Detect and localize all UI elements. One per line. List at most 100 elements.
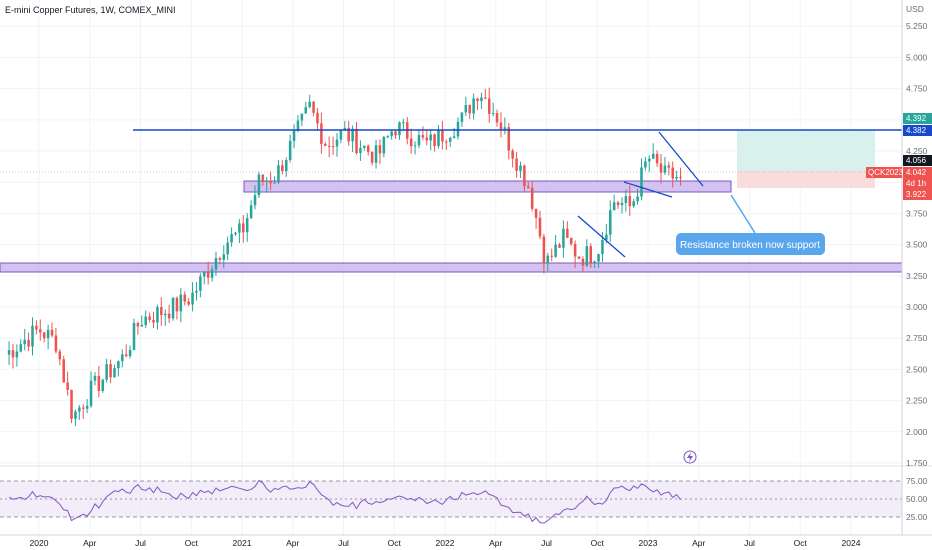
trendline-2022[interactable] bbox=[577, 215, 626, 258]
candle-body bbox=[226, 242, 229, 255]
candle-body bbox=[523, 165, 526, 187]
candle-body bbox=[234, 232, 237, 235]
candle-body bbox=[277, 165, 280, 183]
candle-body bbox=[101, 379, 105, 391]
candle-body bbox=[296, 120, 300, 131]
time-tick: Oct bbox=[388, 538, 402, 548]
time-tick: Oct bbox=[591, 538, 605, 548]
candle-body bbox=[663, 165, 667, 173]
candle-body bbox=[288, 140, 292, 161]
trendline-2023-falling[interactable] bbox=[658, 131, 704, 187]
candle-body bbox=[491, 112, 495, 114]
annotation-callout[interactable] bbox=[676, 233, 825, 255]
time-tick: Jul bbox=[135, 538, 146, 548]
candle-body bbox=[597, 254, 600, 262]
last-price-text: 4.042 bbox=[906, 168, 927, 177]
high-price-tag[interactable] bbox=[903, 155, 932, 166]
candle-body bbox=[160, 307, 163, 316]
trendline-2023-short[interactable] bbox=[623, 181, 673, 198]
candle-body bbox=[136, 322, 140, 327]
candle-body bbox=[569, 237, 573, 244]
take-profit-zone[interactable] bbox=[737, 130, 875, 171]
candle-body bbox=[191, 292, 194, 305]
candle-body bbox=[620, 202, 624, 206]
candle-body bbox=[476, 98, 479, 102]
candle-body bbox=[515, 158, 518, 171]
candle-body bbox=[487, 98, 491, 114]
stop-loss-zone[interactable] bbox=[737, 171, 875, 188]
candle-body bbox=[363, 145, 366, 148]
candle-body bbox=[281, 165, 284, 172]
candle-body bbox=[183, 294, 187, 302]
tp-price-tag[interactable] bbox=[903, 113, 932, 124]
price-tick: 2.500 bbox=[906, 364, 928, 374]
candle-body bbox=[58, 351, 62, 360]
candle-body bbox=[308, 101, 311, 108]
candle-body bbox=[230, 234, 233, 243]
candle-body bbox=[484, 97, 487, 99]
candle-body bbox=[398, 122, 401, 136]
candle-body bbox=[62, 359, 65, 383]
price-tick: 3.750 bbox=[906, 208, 928, 218]
candle-body bbox=[74, 411, 77, 419]
candle-body bbox=[269, 180, 272, 184]
candle-body bbox=[265, 180, 268, 182]
candle-body bbox=[644, 161, 647, 168]
candle-body bbox=[640, 167, 643, 197]
candle-body bbox=[222, 254, 226, 260]
candle-body bbox=[632, 201, 635, 207]
candle-body bbox=[671, 167, 674, 179]
candle-body bbox=[527, 186, 530, 188]
candle-body bbox=[199, 276, 202, 291]
candle-body bbox=[7, 350, 11, 355]
time-tick: Apr bbox=[83, 538, 96, 548]
candle-body bbox=[70, 389, 73, 419]
candle-body bbox=[386, 136, 390, 138]
candle-body bbox=[675, 176, 678, 179]
resistance-price-text: 4.382 bbox=[906, 126, 927, 135]
lower-support-zone[interactable] bbox=[0, 262, 903, 273]
time-tick: 2023 bbox=[639, 538, 658, 548]
candle-body bbox=[402, 122, 405, 124]
resistance-price-tag[interactable] bbox=[903, 125, 932, 136]
candle-body bbox=[210, 269, 214, 278]
candle-body bbox=[648, 158, 651, 162]
candle-body bbox=[417, 135, 421, 146]
candle-body bbox=[445, 141, 448, 143]
price-axis[interactable]: 5.2505.0004.7504.5004.2504.0003.7503.500… bbox=[906, 21, 928, 468]
candle-body bbox=[156, 307, 159, 323]
candle-body bbox=[46, 329, 50, 339]
candle-body bbox=[374, 145, 378, 163]
candle-body bbox=[608, 210, 612, 235]
candle-body bbox=[351, 128, 354, 142]
candle-body bbox=[468, 104, 471, 114]
candle-body bbox=[519, 165, 522, 171]
candle-body bbox=[132, 322, 136, 350]
rsi-line bbox=[8, 479, 681, 524]
candle-body bbox=[464, 104, 468, 113]
time-axis[interactable]: 2020 Apr Jul Oct 2021 Apr Jul Oct 2022 Apr Jul Oct 2… bbox=[30, 538, 861, 548]
candle-body bbox=[253, 195, 257, 206]
symbol-tag[interactable] bbox=[866, 167, 902, 178]
candle-body bbox=[566, 228, 569, 238]
candle-body bbox=[460, 112, 464, 122]
candle-body bbox=[472, 98, 475, 114]
candle-body bbox=[347, 127, 350, 142]
stop-price-tag[interactable] bbox=[903, 189, 932, 200]
candle-body bbox=[273, 182, 276, 184]
candle-body bbox=[651, 153, 655, 159]
candle-body bbox=[292, 130, 296, 141]
broken-resistance-zone[interactable] bbox=[243, 180, 732, 193]
candle-body bbox=[585, 246, 589, 266]
candlestick-series bbox=[7, 87, 682, 427]
price-tick: 4.750 bbox=[906, 84, 928, 94]
candle-body bbox=[257, 174, 261, 196]
stop-price-text: 3.922 bbox=[906, 190, 927, 199]
candle-body bbox=[242, 223, 245, 233]
candle-body bbox=[39, 329, 42, 333]
candle-body bbox=[19, 344, 23, 352]
last-price-tag[interactable] bbox=[903, 167, 932, 189]
time-tick: Jul bbox=[744, 538, 755, 548]
time-tick: Jul bbox=[338, 538, 349, 548]
